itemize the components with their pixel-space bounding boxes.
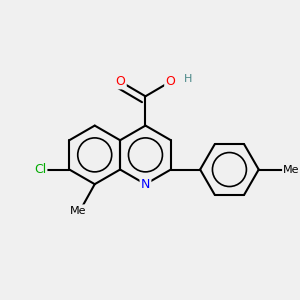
Text: O: O (116, 75, 125, 88)
Text: Me: Me (70, 206, 86, 215)
Text: N: N (141, 178, 150, 191)
Text: Me: Me (283, 164, 300, 175)
Text: O: O (165, 75, 175, 88)
Text: Cl: Cl (34, 163, 46, 176)
Text: H: H (184, 74, 192, 84)
